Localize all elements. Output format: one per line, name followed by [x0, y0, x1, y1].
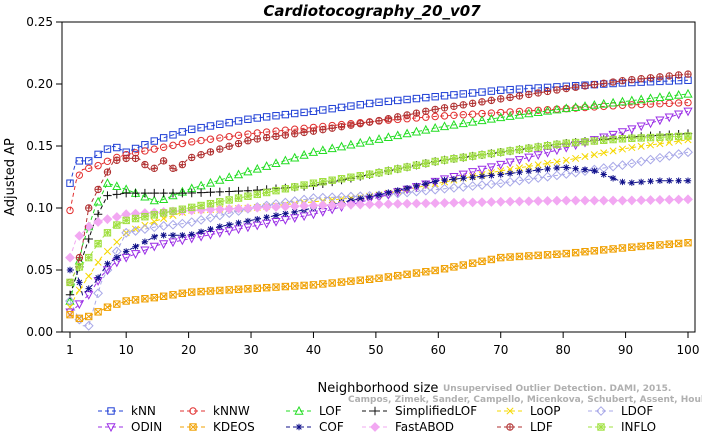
legend-item-kdeos: KDEOS — [180, 420, 255, 434]
legend-label: LoOP — [530, 404, 561, 418]
legend-item-knn: kNN — [98, 404, 156, 418]
series-line — [69, 110, 689, 313]
series-markers — [65, 88, 693, 305]
series-layer — [65, 70, 693, 331]
x-tick-label: 70 — [493, 343, 508, 357]
watermark: Unsupervised Outlier Detection. DAMI, 20… — [348, 384, 702, 405]
series-kdeos — [66, 239, 692, 323]
legend-label: kNNW — [213, 404, 250, 418]
legend-item-odin: ODIN — [98, 420, 162, 434]
series-markers — [66, 164, 692, 292]
legend-item-inflo: INFLO — [588, 420, 656, 434]
series-lof — [65, 88, 693, 305]
legend: kNN kNNW LOF SimplifiedLOF LoOP LDOF ODIN KDEOS… — [98, 404, 656, 434]
series-line — [69, 93, 689, 302]
x-tick-label: 50 — [368, 343, 383, 357]
legend-item-ldf: LDF — [497, 420, 553, 434]
series-fastabod — [65, 194, 693, 263]
series-markers — [66, 132, 692, 287]
legend-item-ldof: LDOF — [588, 404, 653, 418]
x-tick-label: 40 — [306, 343, 321, 357]
y-tick-label: 0.25 — [26, 15, 53, 29]
x-tick-label: 20 — [181, 343, 196, 357]
y-tick-label: 0.00 — [26, 325, 53, 339]
series-line — [69, 139, 689, 308]
legend-item-knnw: kNNW — [180, 404, 250, 418]
legend-item-fastabod: FastABOD — [362, 420, 454, 434]
x-tick-label: 90 — [618, 343, 633, 357]
x-tick-label: 60 — [431, 343, 446, 357]
legend-item-cof: COF — [286, 420, 344, 434]
x-tick-label: 30 — [243, 343, 258, 357]
legend-label: KDEOS — [213, 420, 255, 434]
x-tick-label: 80 — [556, 343, 571, 357]
legend-label: LDF — [530, 420, 553, 434]
y-tick-label: 0.15 — [26, 139, 53, 153]
watermark-line-2: Campos, Zimek, Sander, Campello, Micenko… — [348, 395, 702, 405]
legend-label: SimplifiedLOF — [395, 404, 477, 418]
series-line — [69, 79, 689, 184]
series-ldf — [66, 70, 692, 287]
legend-label: FastABOD — [395, 420, 454, 434]
series-line — [70, 166, 688, 296]
legend-label: LOF — [319, 404, 342, 418]
series-line — [69, 73, 689, 283]
x-tick-label: 1 — [66, 343, 74, 357]
y-axis-label: Adjusted AP — [3, 138, 18, 216]
series-inflo — [66, 132, 692, 287]
y-axis: 0.00 0.05 0.10 0.15 0.20 0.25 — [26, 15, 62, 339]
series-markers — [65, 194, 693, 263]
x-axis: 1 10 20 30 40 50 60 70 80 90 100 — [66, 332, 699, 357]
legend-item-lof: LOF — [286, 404, 342, 418]
chart-title: Cardiotocography_20_v07 — [263, 2, 481, 20]
legend-label: LDOF — [621, 404, 653, 418]
y-tick-label: 0.20 — [26, 77, 53, 91]
legend-item-simplifiedlof: SimplifiedLOF — [362, 404, 477, 418]
x-tick-label: 100 — [677, 343, 700, 357]
x-axis-label: Neighborhood size — [318, 381, 439, 396]
series-markers — [66, 239, 692, 323]
plot-frame — [61, 21, 696, 333]
watermark-line-1: Unsupervised Outlier Detection. DAMI, 20… — [443, 384, 671, 394]
y-tick-label: 0.05 — [26, 263, 53, 277]
legend-label: ODIN — [131, 420, 162, 434]
legend-label: kNN — [131, 404, 156, 418]
legend-label: INFLO — [621, 420, 656, 434]
legend-label: COF — [319, 420, 344, 434]
y-tick-label: 0.10 — [26, 201, 53, 215]
series-markers — [66, 70, 692, 287]
x-tick-label: 10 — [119, 343, 134, 357]
legend-item-loop: LoOP — [497, 404, 561, 418]
